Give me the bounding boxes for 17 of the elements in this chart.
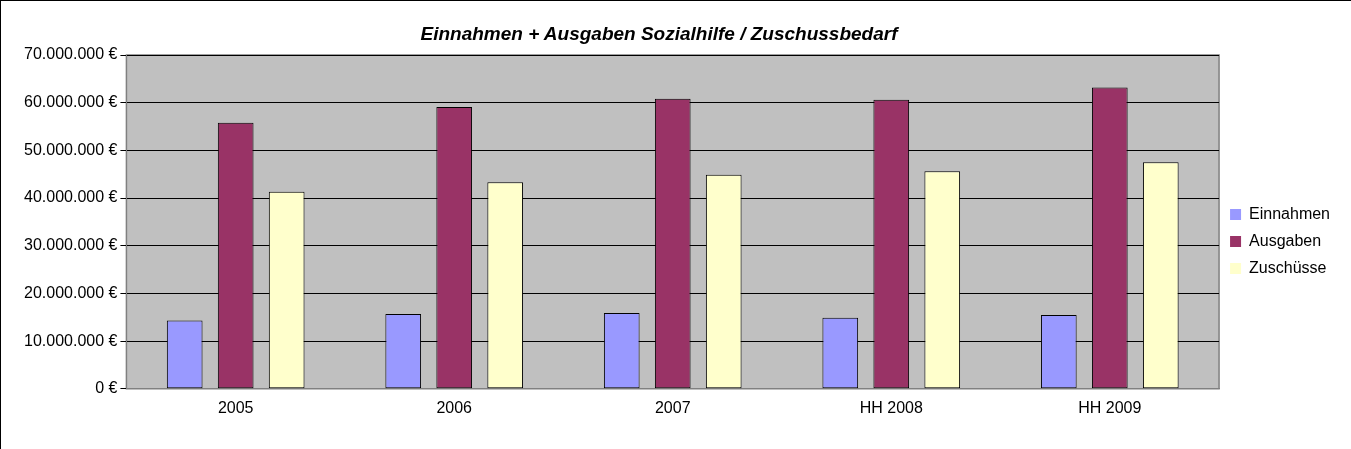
x-tick-label: 2005 xyxy=(217,398,254,416)
y-tick-label: 0 € xyxy=(95,379,118,397)
y-tick-label: 50.000.000 € xyxy=(24,140,118,158)
legend-label: Ausgaben xyxy=(1249,231,1322,249)
legend-label: Einnahmen xyxy=(1249,204,1331,222)
x-tick-label: HH 2009 xyxy=(1078,398,1142,416)
legend-label: Zuschüsse xyxy=(1249,258,1327,276)
y-tick-label: 20.000.000 € xyxy=(24,283,118,301)
y-tick-label: 10.000.000 € xyxy=(24,331,118,349)
y-tick-label: 30.000.000 € xyxy=(24,236,118,254)
chart-title: Einnahmen + Ausgaben Sozialhilfe / Zuschussbedarf xyxy=(419,23,900,45)
y-tick-label: 60.000.000 € xyxy=(24,93,118,111)
x-tick-label: 2006 xyxy=(436,398,473,416)
y-tick-label: 70.000.000 € xyxy=(24,45,118,63)
x-tick-label: HH 2008 xyxy=(859,398,923,416)
x-tick-label: 2007 xyxy=(654,398,691,416)
y-tick-label: 40.000.000 € xyxy=(24,188,118,206)
